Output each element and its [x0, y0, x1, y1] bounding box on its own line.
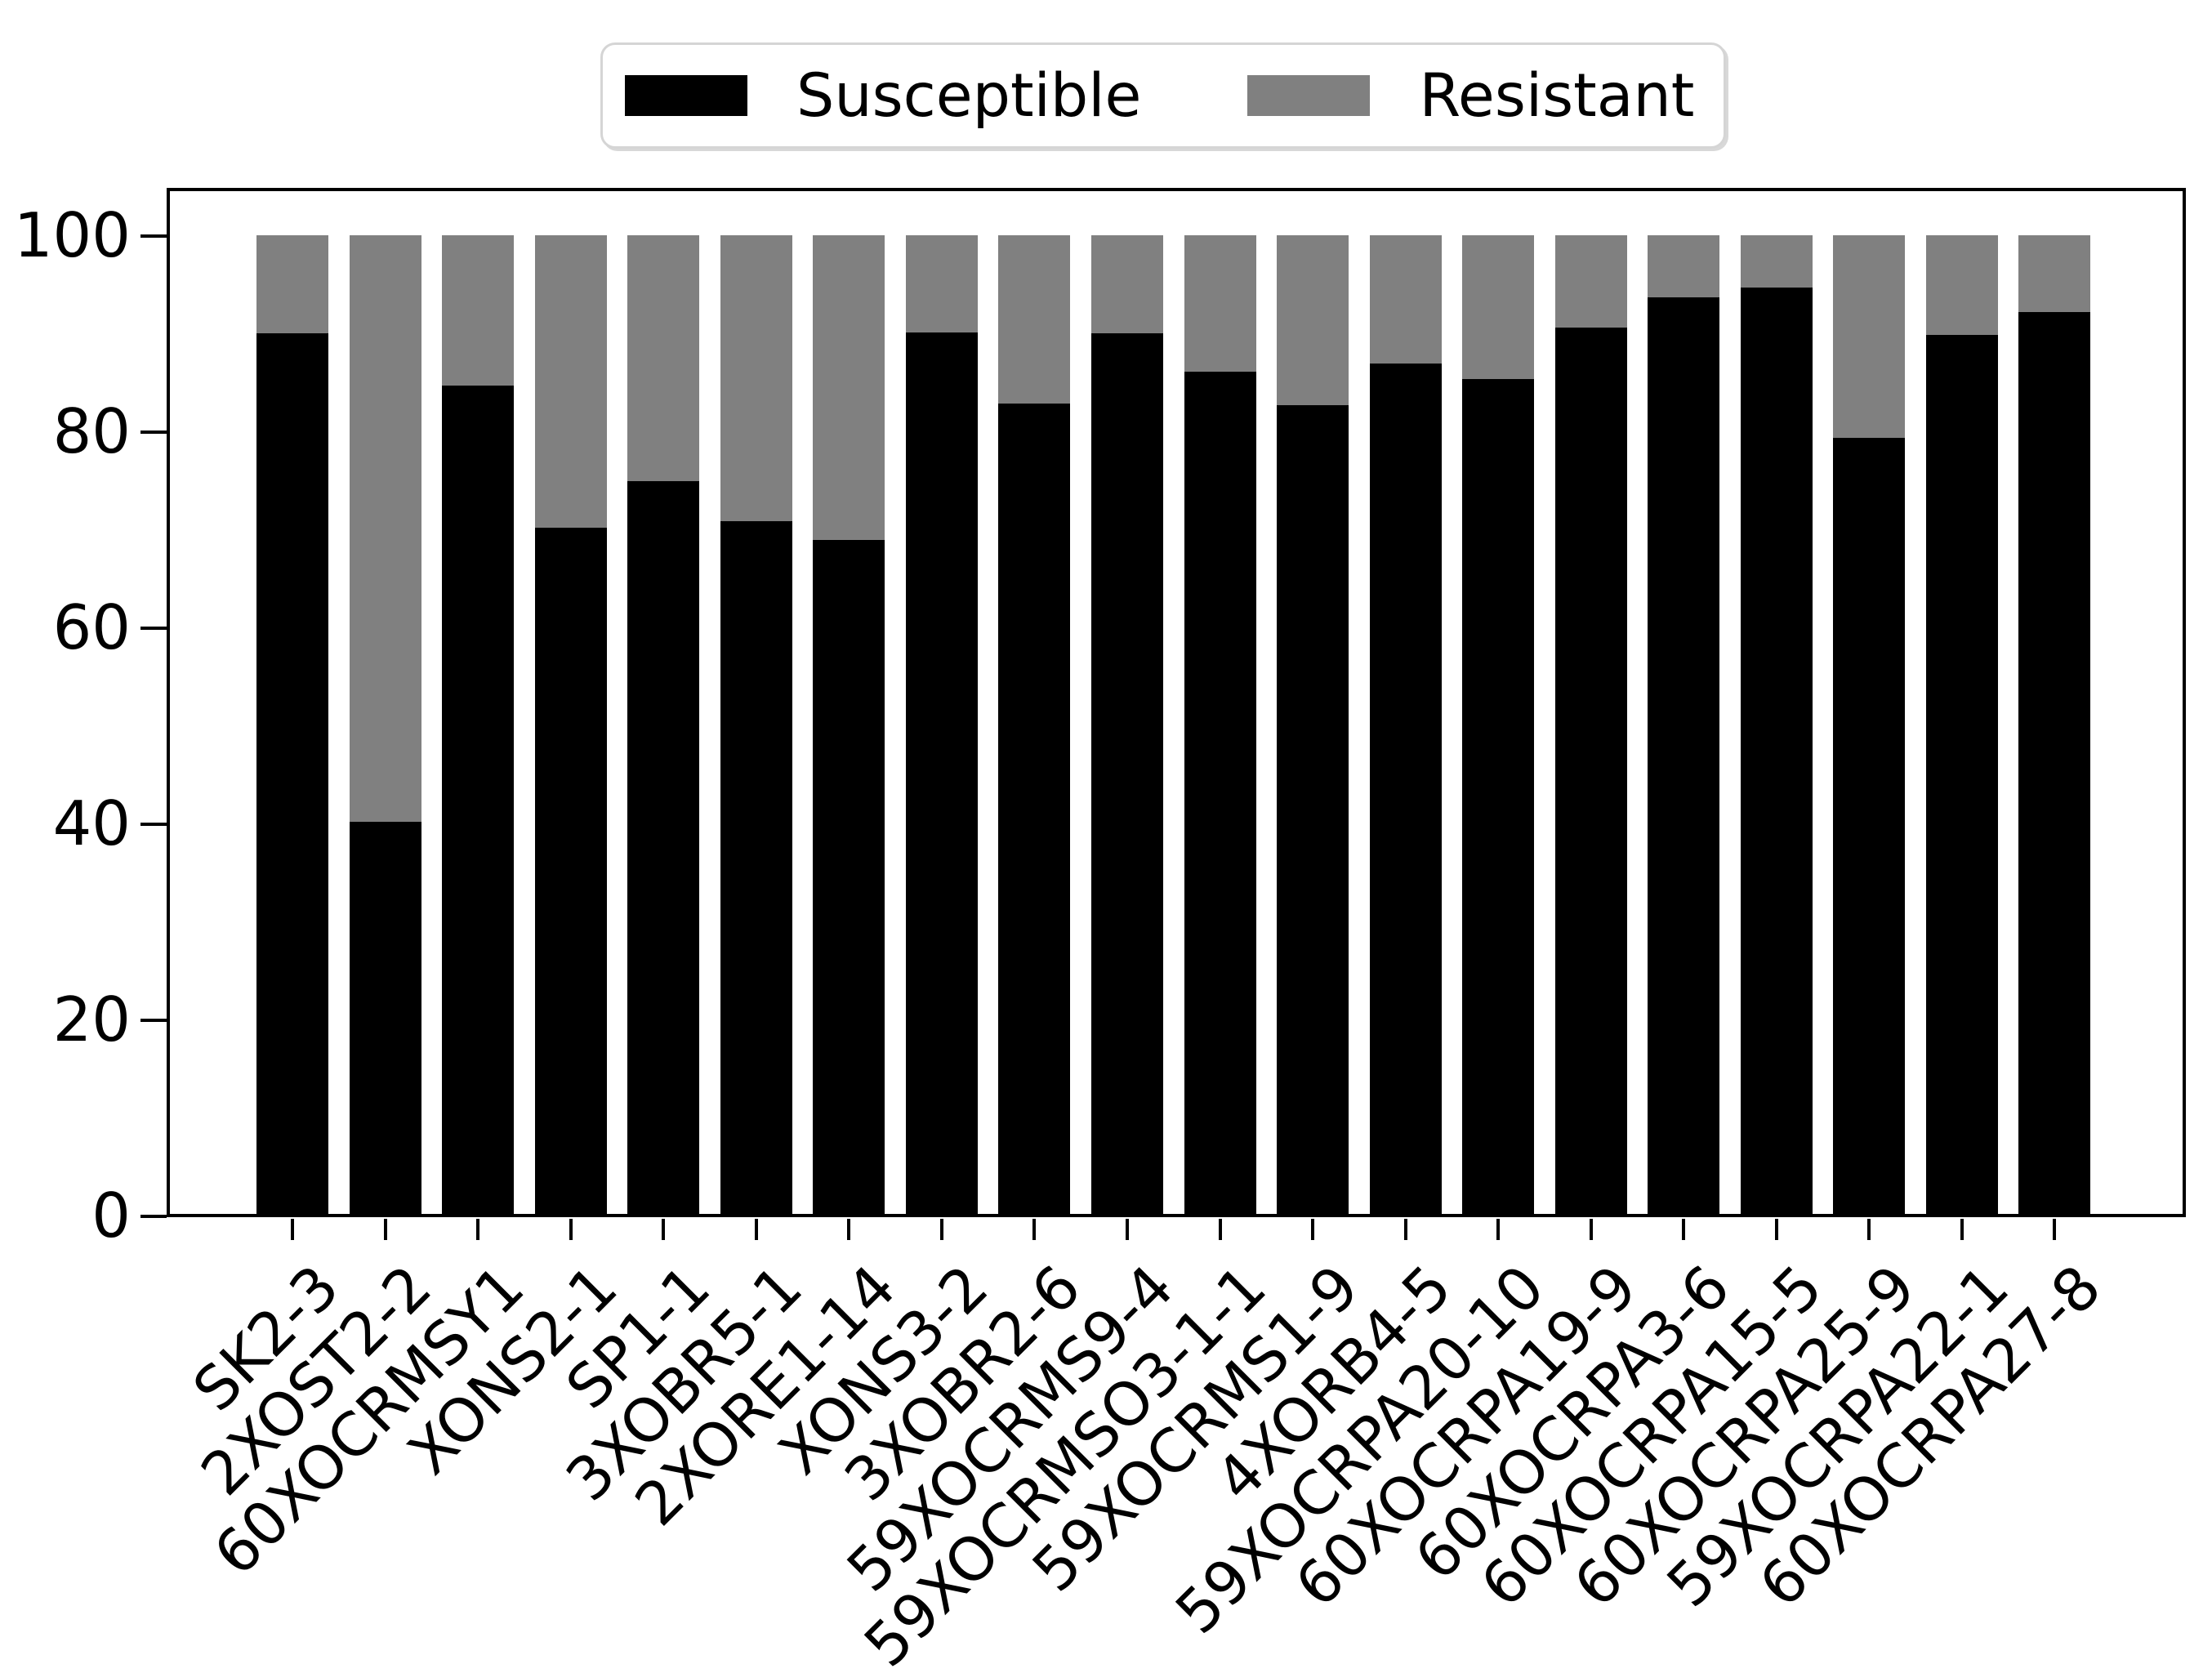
x-tick-mark [569, 1219, 573, 1240]
bar-segment-susceptible [720, 521, 792, 1216]
bar-segment-susceptible [2018, 311, 2091, 1216]
legend: Susceptible Resistant [600, 42, 1726, 149]
x-tick-mark [1774, 1219, 1778, 1240]
x-tick-mark [476, 1219, 480, 1240]
spine-right [2183, 188, 2186, 1217]
bar-segment-resistant [1369, 235, 1442, 364]
bar-segment-susceptible [905, 332, 978, 1216]
bar-segment-resistant [442, 235, 515, 386]
y-tick-mark [140, 234, 167, 238]
y-tick-mark [140, 431, 167, 434]
bar-segment-resistant [905, 235, 978, 332]
bar-segment-resistant [998, 235, 1071, 404]
legend-label-susceptible: Susceptible [796, 60, 1142, 131]
y-tick-mark [140, 1215, 167, 1218]
y-tick-mark [140, 1019, 167, 1022]
bar-segment-susceptible [998, 404, 1071, 1216]
bar-segment-resistant [1462, 235, 1535, 380]
bar-segment-resistant [627, 235, 700, 482]
x-tick-mark [754, 1219, 758, 1240]
y-tick-label: 80 [52, 395, 131, 467]
y-tick-mark [140, 823, 167, 826]
bar-segment-susceptible [1090, 333, 1163, 1216]
bar-segment-resistant [1740, 235, 1813, 288]
bar-segment-susceptible [1648, 297, 1720, 1216]
bar-segment-susceptible [534, 527, 607, 1216]
bar-segment-susceptible [1462, 379, 1535, 1216]
y-tick-label: 20 [52, 984, 131, 1055]
bar-segment-susceptible [256, 333, 328, 1216]
x-tick-mark [847, 1219, 851, 1240]
legend-item-susceptible: Susceptible [625, 66, 1247, 126]
bar-segment-resistant [349, 235, 421, 822]
x-tick-mark [1496, 1219, 1501, 1240]
bar-segment-susceptible [1833, 438, 1906, 1216]
y-tick-label: 40 [52, 787, 131, 859]
resistant-swatch-icon [1247, 75, 1371, 116]
legend-item-resistant: Resistant [1247, 66, 1694, 126]
x-tick-mark [1589, 1219, 1593, 1240]
y-tick-label: 60 [52, 591, 131, 663]
bar-segment-resistant [1648, 235, 1720, 297]
bar-segment-resistant [2018, 235, 2091, 312]
bar-segment-susceptible [1554, 327, 1627, 1216]
bar-segment-susceptible [1184, 371, 1256, 1216]
x-tick-mark [1867, 1219, 1871, 1240]
x-tick-mark [662, 1219, 666, 1240]
x-tick-mark [1682, 1219, 1686, 1240]
bar-segment-resistant [813, 235, 885, 541]
x-tick-mark [1125, 1219, 1129, 1240]
bar-segment-resistant [1833, 235, 1906, 439]
bar-segment-susceptible [442, 385, 515, 1216]
susceptible-swatch-icon [625, 75, 747, 116]
bar-segment-susceptible [349, 821, 421, 1216]
x-tick-mark [1403, 1219, 1407, 1240]
bar-segment-resistant [1184, 235, 1256, 372]
y-tick-mark [140, 627, 167, 630]
bar-segment-resistant [720, 235, 792, 522]
bar-segment-susceptible [1277, 404, 1349, 1216]
x-tick-mark [291, 1219, 294, 1240]
bar-segment-resistant [1554, 235, 1627, 328]
y-tick-label: 100 [13, 199, 131, 271]
y-tick-label: 0 [91, 1180, 131, 1251]
y-axis-line [167, 188, 170, 1217]
bar-segment-susceptible [813, 540, 885, 1216]
bar-segment-resistant [1925, 235, 1998, 336]
legend-label-resistant: Resistant [1419, 60, 1695, 131]
plot-area [167, 188, 2186, 1217]
x-tick-mark [2053, 1219, 2057, 1240]
bar-segment-susceptible [1925, 335, 1998, 1216]
bar-segment-resistant [1090, 235, 1163, 333]
x-tick-mark [1311, 1219, 1315, 1240]
x-tick-mark [939, 1219, 943, 1240]
x-tick-mark [1960, 1219, 1964, 1240]
bar-segment-resistant [1277, 235, 1349, 405]
spine-top [167, 188, 2186, 191]
x-tick-mark [1218, 1219, 1222, 1240]
bar-segment-susceptible [1740, 287, 1813, 1216]
x-tick-mark [383, 1219, 387, 1240]
bar-segment-susceptible [627, 481, 700, 1216]
bar-segment-susceptible [1369, 364, 1442, 1216]
bar-segment-resistant [256, 235, 328, 333]
x-axis-line [167, 1214, 2186, 1217]
bar-segment-resistant [534, 235, 607, 528]
x-tick-mark [1032, 1219, 1037, 1240]
